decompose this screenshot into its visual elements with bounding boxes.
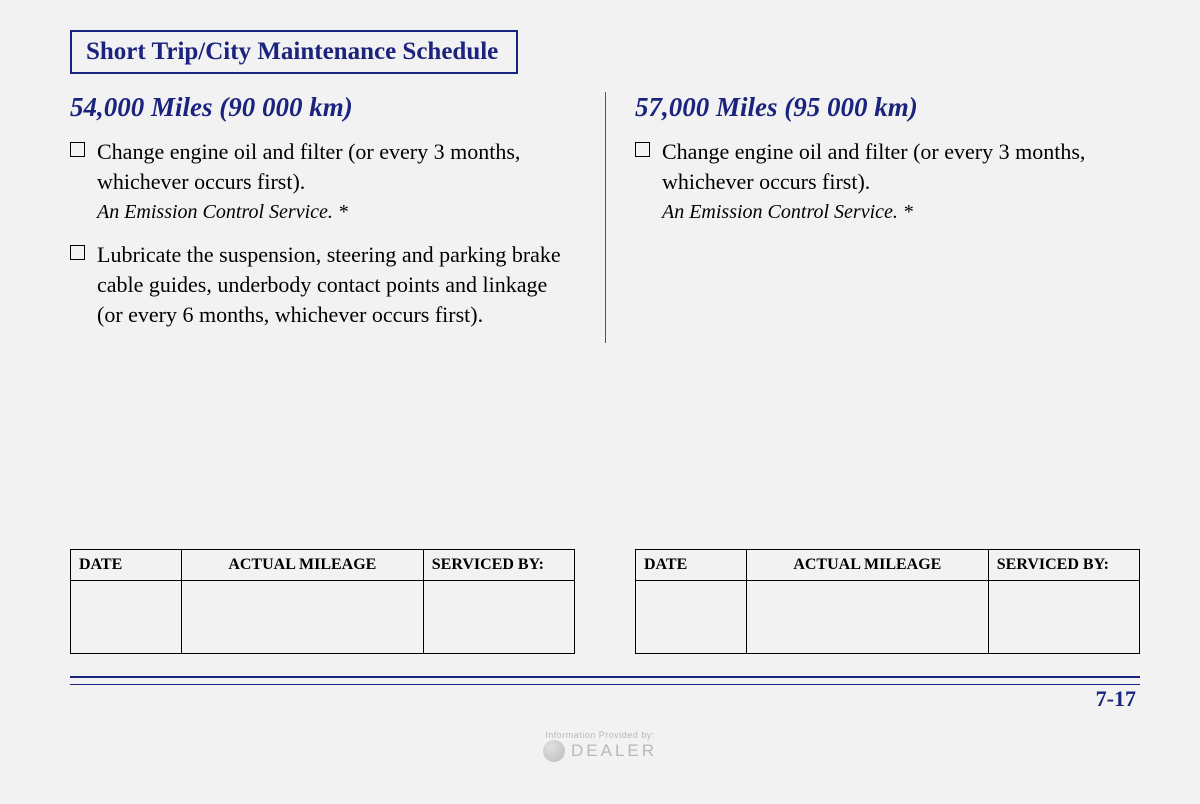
table-header: DATE — [636, 550, 747, 581]
checklist-item: Lubricate the suspension, steering and p… — [70, 240, 575, 329]
right-table-wrapper: DATE ACTUAL MILEAGE SERVICED BY: — [605, 549, 1140, 654]
page-number: 7-17 — [1096, 686, 1136, 712]
checklist-item: Change engine oil and filter (or every 3… — [70, 137, 575, 226]
mileage-heading-right: 57,000 Miles (95 000 km) — [635, 92, 1140, 123]
page-title: Short Trip/City Maintenance Schedule — [86, 38, 498, 65]
checkbox-icon[interactable] — [635, 142, 650, 157]
watermark-brand: DEALER — [543, 740, 657, 762]
two-column-layout: 54,000 Miles (90 000 km) Change engine o… — [70, 92, 1140, 343]
checklist-item: Change engine oil and filter (or every 3… — [635, 137, 1140, 226]
item-text: Change engine oil and filter (or every 3… — [662, 137, 1140, 226]
checkbox-icon[interactable] — [70, 245, 85, 260]
item-main-text: Change engine oil and filter (or every 3… — [97, 139, 520, 194]
watermark-small: Information Provided by: — [543, 730, 657, 740]
item-note: An Emission Control Service. * — [97, 201, 348, 223]
service-record-table-left: DATE ACTUAL MILEAGE SERVICED BY: — [70, 549, 575, 654]
table-cell[interactable] — [636, 581, 747, 654]
watermark: Information Provided by: DEALER — [543, 730, 657, 762]
record-tables-row: DATE ACTUAL MILEAGE SERVICED BY: DATE AC… — [70, 549, 1140, 654]
table-cell[interactable] — [423, 581, 574, 654]
item-text: Change engine oil and filter (or every 3… — [97, 137, 575, 226]
table-header: DATE — [71, 550, 182, 581]
bottom-rule: 7-17 — [70, 676, 1140, 685]
table-row — [636, 581, 1140, 654]
table-cell[interactable] — [71, 581, 182, 654]
table-header: SERVICED BY: — [423, 550, 574, 581]
table-row — [71, 581, 575, 654]
document-page: Short Trip/City Maintenance Schedule 54,… — [0, 0, 1200, 685]
left-table-wrapper: DATE ACTUAL MILEAGE SERVICED BY: — [70, 549, 605, 654]
item-main-text: Lubricate the suspension, steering and p… — [97, 242, 561, 326]
column-divider — [605, 92, 606, 343]
watermark-brand-text: DEALER — [571, 741, 657, 761]
table-cell[interactable] — [181, 581, 423, 654]
title-box: Short Trip/City Maintenance Schedule — [70, 30, 518, 74]
item-main-text: Change engine oil and filter (or every 3… — [662, 139, 1085, 194]
globe-icon — [543, 740, 565, 762]
left-column: 54,000 Miles (90 000 km) Change engine o… — [70, 92, 605, 343]
mileage-heading-left: 54,000 Miles (90 000 km) — [70, 92, 575, 123]
item-text: Lubricate the suspension, steering and p… — [97, 240, 575, 329]
service-record-table-right: DATE ACTUAL MILEAGE SERVICED BY: — [635, 549, 1140, 654]
table-cell[interactable] — [988, 581, 1139, 654]
table-header-row: DATE ACTUAL MILEAGE SERVICED BY: — [636, 550, 1140, 581]
table-header: ACTUAL MILEAGE — [746, 550, 988, 581]
table-header-row: DATE ACTUAL MILEAGE SERVICED BY: — [71, 550, 575, 581]
table-header: ACTUAL MILEAGE — [181, 550, 423, 581]
table-cell[interactable] — [746, 581, 988, 654]
right-column: 57,000 Miles (95 000 km) Change engine o… — [605, 92, 1140, 343]
table-header: SERVICED BY: — [988, 550, 1139, 581]
item-note: An Emission Control Service. * — [662, 201, 913, 223]
checkbox-icon[interactable] — [70, 142, 85, 157]
